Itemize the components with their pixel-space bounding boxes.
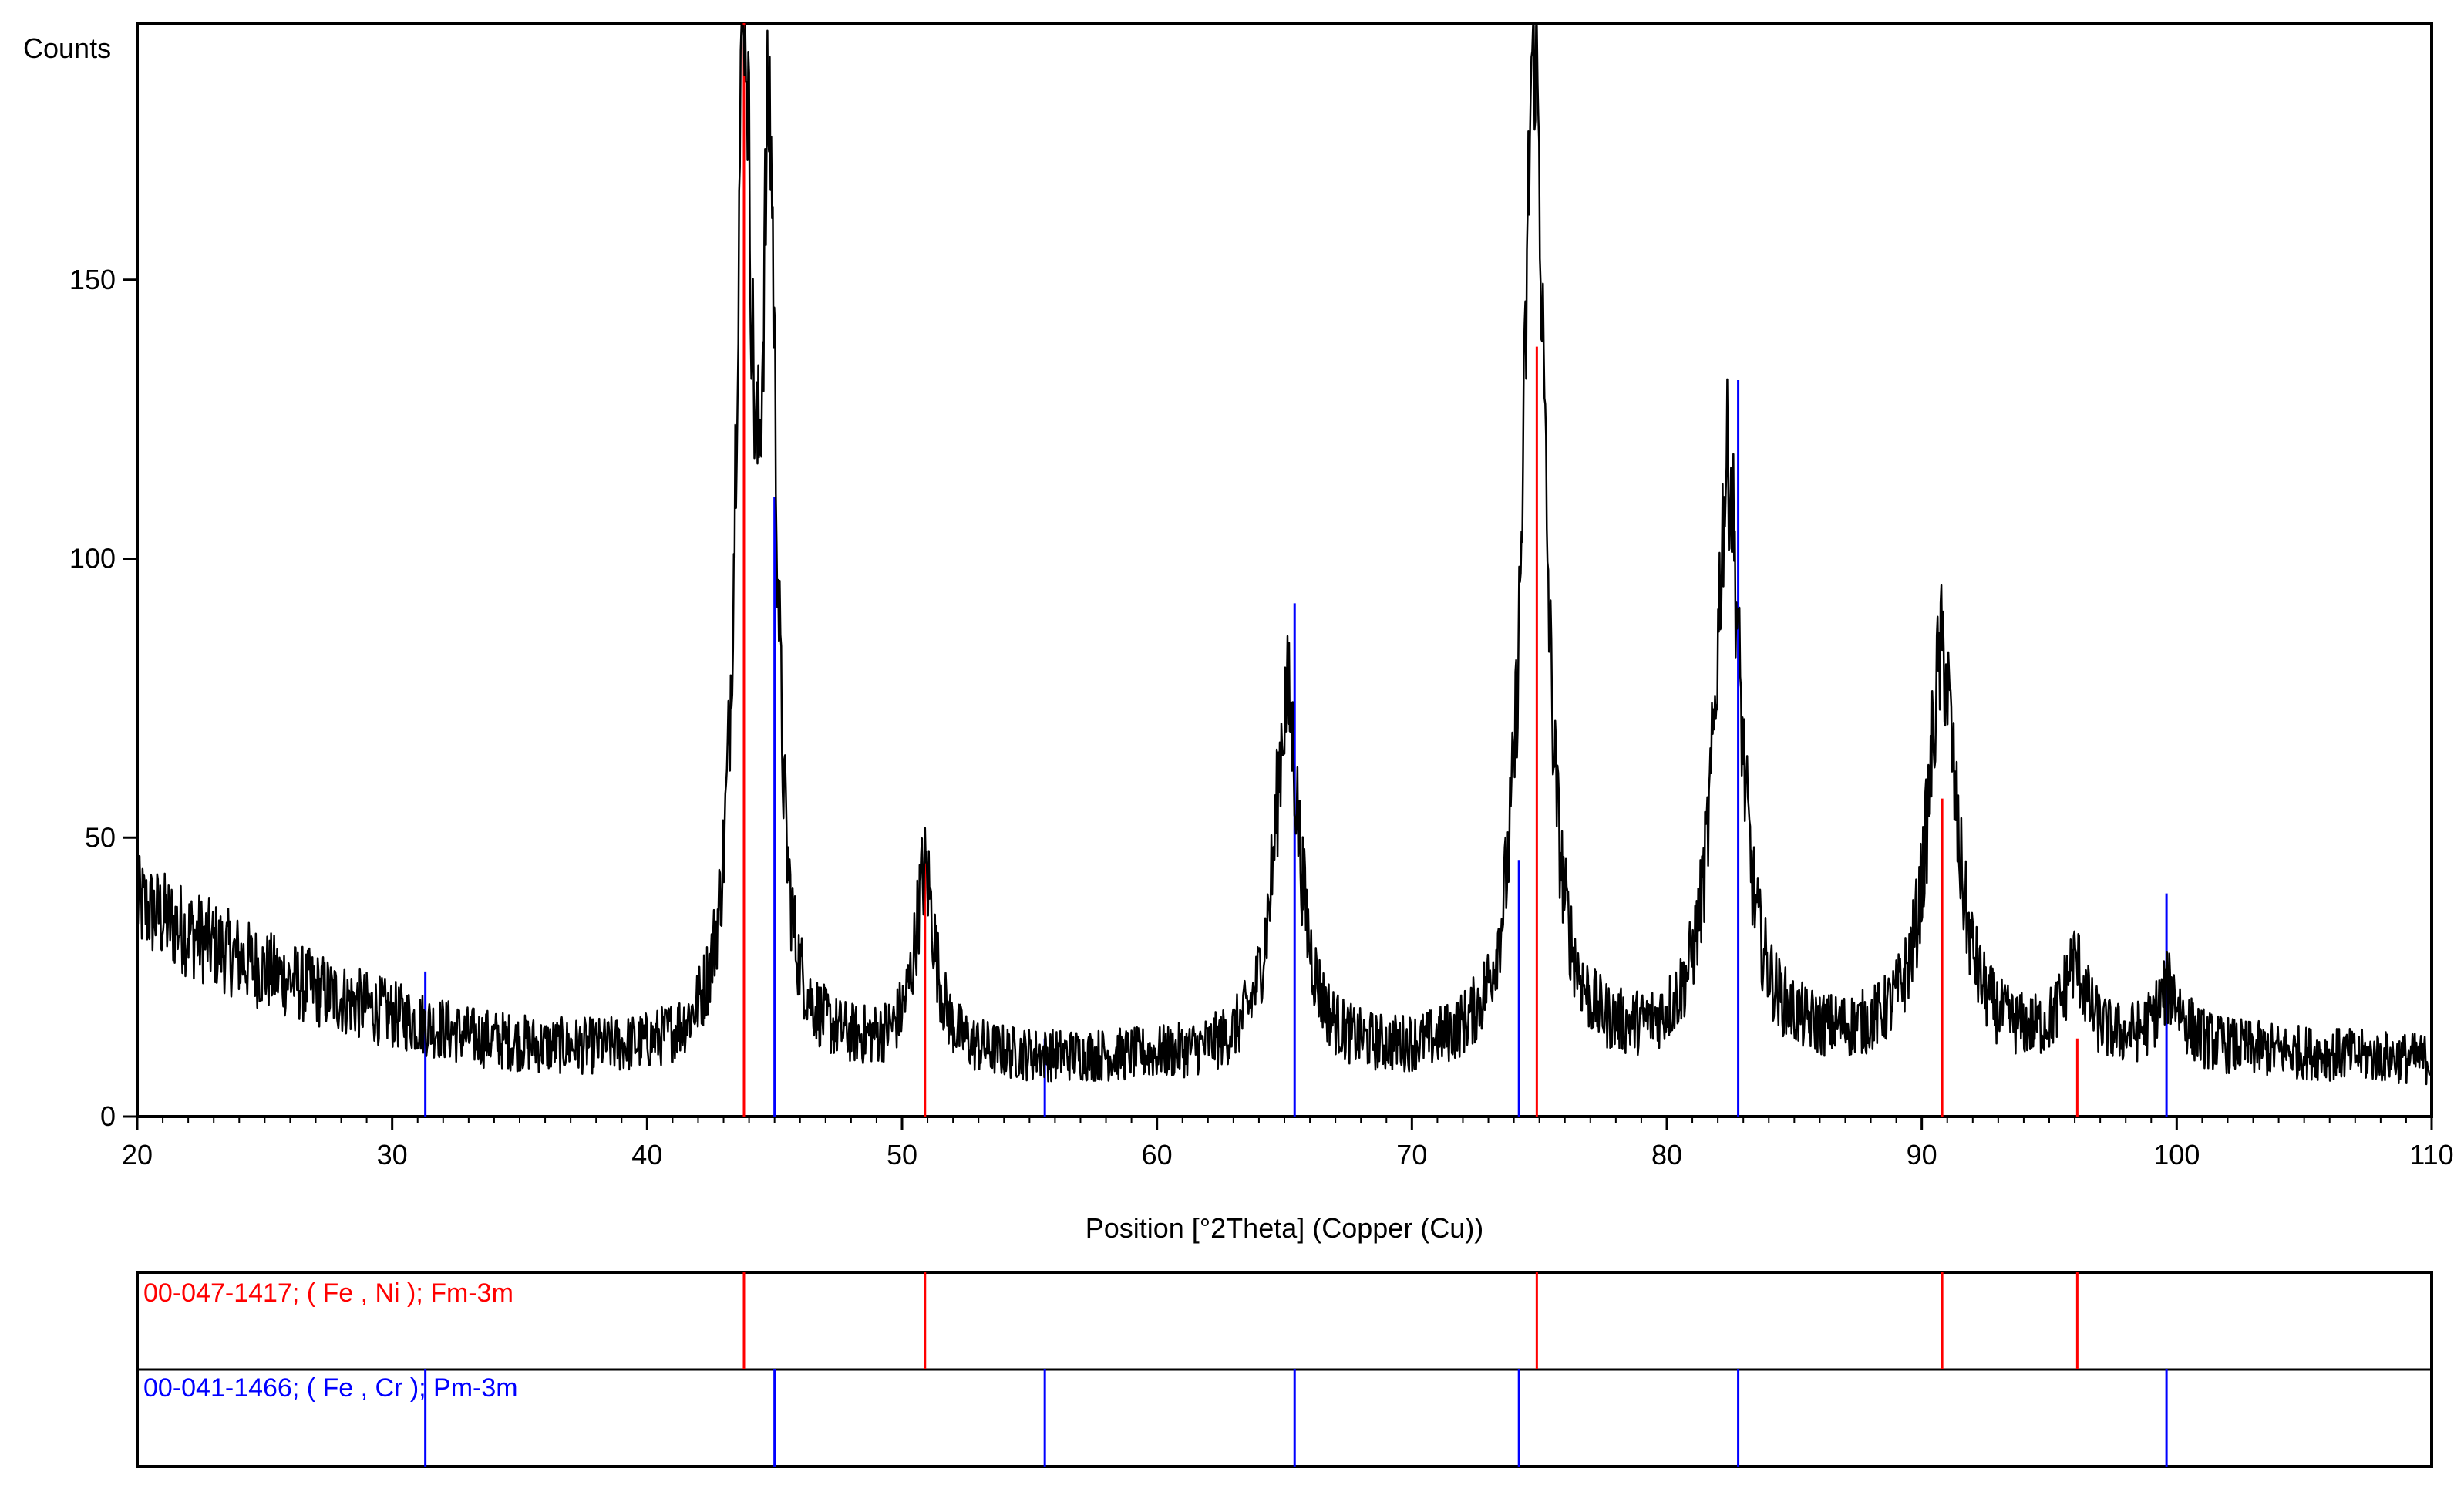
- x-tick-label: 110: [2409, 1139, 2453, 1171]
- x-tick-label: 70: [1396, 1139, 1427, 1171]
- x-tick-label: 90: [1907, 1139, 1937, 1171]
- x-tick-label: 20: [122, 1139, 153, 1171]
- x-axis-label: Position [°2Theta] (Copper (Cu)): [1086, 1212, 1484, 1244]
- reference-pattern-label-fe-ni: 00-047-1417; ( Fe , Ni ); Fm-3m: [143, 1278, 513, 1308]
- y-tick-label: 50: [85, 821, 116, 853]
- x-axis-ticks: 20 30 40 50 60 70 80 90 100 110: [122, 1117, 2454, 1171]
- x-tick-label: 80: [1651, 1139, 1682, 1171]
- x-tick-label: 100: [2153, 1139, 2200, 1171]
- plot-frame: [136, 22, 2433, 1118]
- y-axis-ticks: 0 50 100 150: [69, 264, 137, 1132]
- reference-panel-lines: [424, 1272, 2168, 1467]
- x-tick-label: 50: [887, 1139, 917, 1171]
- x-tick-label: 30: [377, 1139, 408, 1171]
- y-tick-label: 100: [69, 543, 116, 574]
- x-tick-label: 60: [1142, 1139, 1173, 1171]
- y-tick-label: 0: [100, 1100, 116, 1132]
- reference-lines: [424, 23, 2168, 1117]
- reference-pattern-label-fe-cr: 00-041-1466; ( Fe , Cr ); Pm-3m: [143, 1373, 518, 1403]
- reference-panel: 00-047-1417; ( Fe , Ni ); Fm-3m 00-041-1…: [136, 1271, 2433, 1468]
- y-axis-label: Counts: [23, 32, 111, 64]
- x-tick-label: 40: [631, 1139, 662, 1171]
- y-tick-label: 150: [69, 264, 116, 295]
- diffraction-pattern-line: [136, 25, 2433, 1086]
